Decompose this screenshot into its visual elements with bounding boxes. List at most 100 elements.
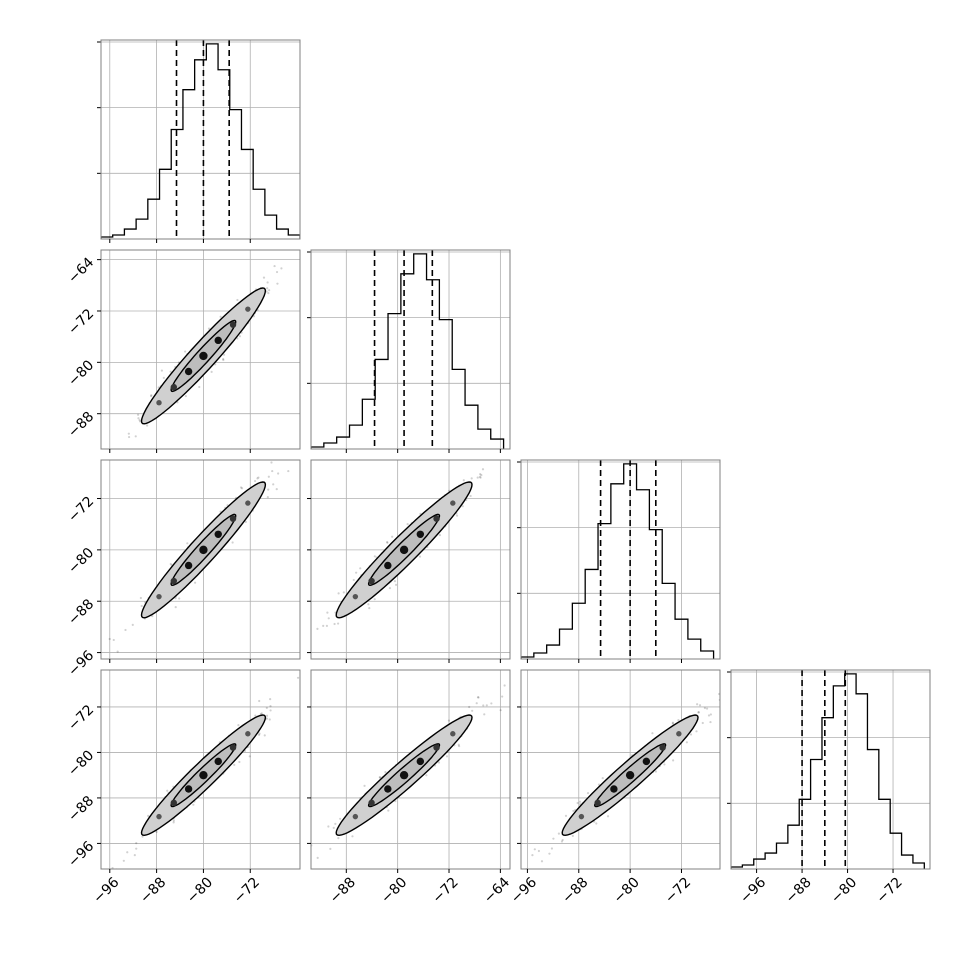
sample-point <box>332 826 335 830</box>
sample-point <box>329 847 332 850</box>
sample-point <box>654 770 658 773</box>
sample-point <box>269 698 272 701</box>
sample-point <box>576 801 579 805</box>
density-core <box>156 593 162 600</box>
sample-point <box>595 822 598 825</box>
density-core <box>245 306 251 312</box>
sample-point <box>352 578 355 582</box>
sample-point <box>475 702 478 705</box>
sample-point <box>663 763 666 766</box>
y-tick-label: −88 <box>65 409 97 441</box>
sample-point <box>560 840 564 843</box>
density-core <box>184 367 193 376</box>
sample-point <box>697 711 700 714</box>
sample-point <box>537 849 540 853</box>
sample-point <box>267 292 270 295</box>
y-tick-label: −80 <box>65 545 97 577</box>
sample-point <box>461 505 464 508</box>
sample-point <box>469 494 472 498</box>
density-core <box>384 561 392 570</box>
y-tick-label: −96 <box>65 838 97 870</box>
density-core <box>368 577 375 585</box>
sample-point <box>269 704 272 708</box>
y-tick-label: −88 <box>65 793 97 825</box>
density-core <box>399 545 409 555</box>
sample-point <box>112 638 115 642</box>
y-tick-label: −96 <box>65 647 97 679</box>
sample-point <box>207 327 211 330</box>
panel-2-2 <box>517 459 721 663</box>
sample-point <box>359 567 362 570</box>
sample-point <box>150 394 153 397</box>
sample-point <box>373 555 376 558</box>
sample-point <box>124 628 127 632</box>
sample-point <box>223 353 226 356</box>
sample-point <box>237 724 240 727</box>
density-core <box>352 593 359 600</box>
density-core <box>416 757 425 766</box>
sample-point <box>671 721 674 724</box>
sample-point <box>552 837 555 840</box>
panel-frame <box>730 669 931 870</box>
scatter-2-1 <box>316 468 485 630</box>
sample-point <box>267 475 270 478</box>
panel-frame <box>310 669 511 870</box>
sample-point <box>368 607 371 610</box>
sample-point <box>166 789 169 792</box>
sample-point <box>378 775 381 779</box>
sample-point <box>131 623 134 626</box>
sample-point <box>316 627 319 630</box>
panel-frame <box>520 459 721 660</box>
sample-point <box>244 520 247 523</box>
sample-point <box>388 587 392 590</box>
sample-point <box>707 714 711 717</box>
sample-point <box>703 706 706 710</box>
density-core <box>184 785 193 793</box>
density-core <box>245 500 251 506</box>
sample-point <box>478 475 482 478</box>
sample-point <box>265 706 268 710</box>
sample-point <box>137 417 140 420</box>
sample-point <box>550 847 554 850</box>
sample-point <box>135 841 138 845</box>
y-tick-label: −80 <box>65 747 97 779</box>
x-tick-label: −88 <box>783 874 815 906</box>
density-core <box>184 561 193 570</box>
y-tick-label: −64 <box>65 255 97 287</box>
sample-point <box>138 419 141 422</box>
sample-point <box>480 474 483 477</box>
sample-point <box>236 298 239 302</box>
sample-point <box>150 394 153 398</box>
sample-point <box>479 473 482 476</box>
y-tick-label: −88 <box>65 596 97 628</box>
sample-point <box>266 496 269 499</box>
sample-point <box>270 461 273 464</box>
panel-frame <box>100 249 301 450</box>
y-tick-label: −72 <box>65 493 97 525</box>
sample-point <box>276 282 279 285</box>
histogram-0 <box>101 43 300 239</box>
sample-point <box>571 834 574 837</box>
sample-point <box>266 287 269 290</box>
sample-point <box>548 852 551 855</box>
sample-point <box>116 650 119 653</box>
panel-2-1 <box>307 459 511 663</box>
sample-point <box>485 704 488 707</box>
panel-2-0: −72 −80 −88 −96 <box>65 459 301 680</box>
sample-point <box>391 535 394 538</box>
sample-point <box>174 597 177 600</box>
sample-point <box>134 435 137 438</box>
sample-point <box>394 583 398 586</box>
sample-point <box>373 598 376 601</box>
density-core <box>156 399 162 406</box>
histogram-1 <box>311 253 505 449</box>
sample-point <box>265 714 269 717</box>
sample-point <box>174 605 177 609</box>
sample-point <box>476 476 479 479</box>
sample-point <box>470 477 473 480</box>
sample-point <box>265 717 269 720</box>
sample-point <box>266 281 269 284</box>
x-tick-label: −88 <box>137 874 169 906</box>
sample-point <box>701 721 704 725</box>
